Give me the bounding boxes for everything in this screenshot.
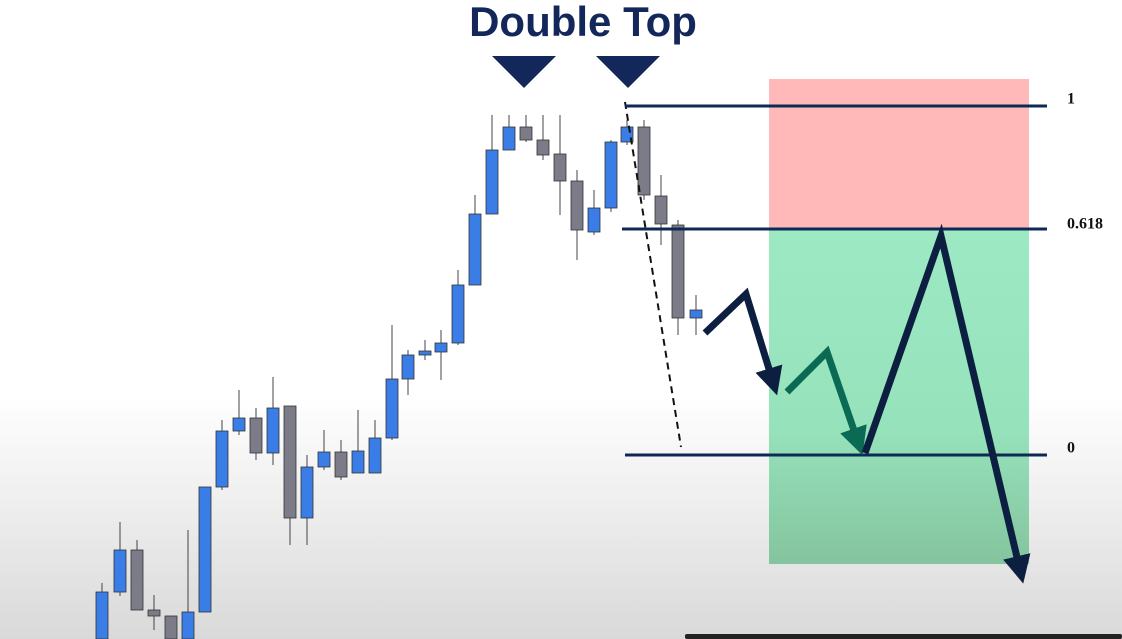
path-arrow — [861, 223, 1031, 584]
candles — [95, 115, 703, 639]
candle-body — [283, 405, 297, 519]
candle-body — [130, 549, 144, 611]
candle-body — [300, 466, 314, 519]
candle-body — [689, 309, 703, 319]
candle-body — [198, 486, 212, 613]
candle-body — [368, 437, 382, 474]
reward-zone — [769, 229, 1029, 564]
candle-body — [637, 126, 651, 196]
candle-body — [502, 126, 516, 151]
candle-body — [164, 615, 178, 639]
path-arrow — [702, 287, 783, 396]
candle-body — [351, 450, 365, 474]
candle-body — [215, 430, 229, 488]
candle-body — [249, 417, 263, 454]
candle-body — [485, 149, 499, 215]
candle-body — [147, 609, 161, 617]
candle-body — [604, 141, 618, 209]
bottom-bar — [685, 634, 1122, 639]
candle-body — [401, 354, 415, 380]
candle-body — [553, 153, 567, 182]
candle-body — [418, 350, 432, 356]
candle-body — [451, 284, 465, 344]
level-label: 0 — [1067, 440, 1075, 457]
candle-body — [570, 180, 584, 231]
candle-body — [232, 417, 246, 432]
candle-body — [587, 207, 601, 233]
candle-body — [334, 451, 348, 478]
title: Double Top — [469, 0, 697, 45]
candle-body — [113, 549, 127, 593]
candle-body — [468, 213, 482, 286]
candle-body — [434, 342, 448, 353]
risk-zone — [769, 79, 1029, 229]
candle-body — [654, 195, 668, 225]
candle-body — [317, 451, 331, 468]
path-arrow — [784, 345, 867, 456]
dashed-leg — [624, 101, 682, 448]
top-marker — [596, 56, 660, 88]
candle-body — [536, 139, 550, 156]
candle-body — [385, 378, 399, 439]
candle-body — [519, 126, 533, 141]
candle-body — [181, 611, 195, 639]
top-marker — [492, 56, 556, 88]
level-label: 0.618 — [1067, 216, 1103, 233]
candle-body — [95, 591, 109, 639]
level-label: 1 — [1067, 91, 1075, 108]
candle-body — [671, 224, 685, 319]
candle-body — [266, 407, 280, 454]
